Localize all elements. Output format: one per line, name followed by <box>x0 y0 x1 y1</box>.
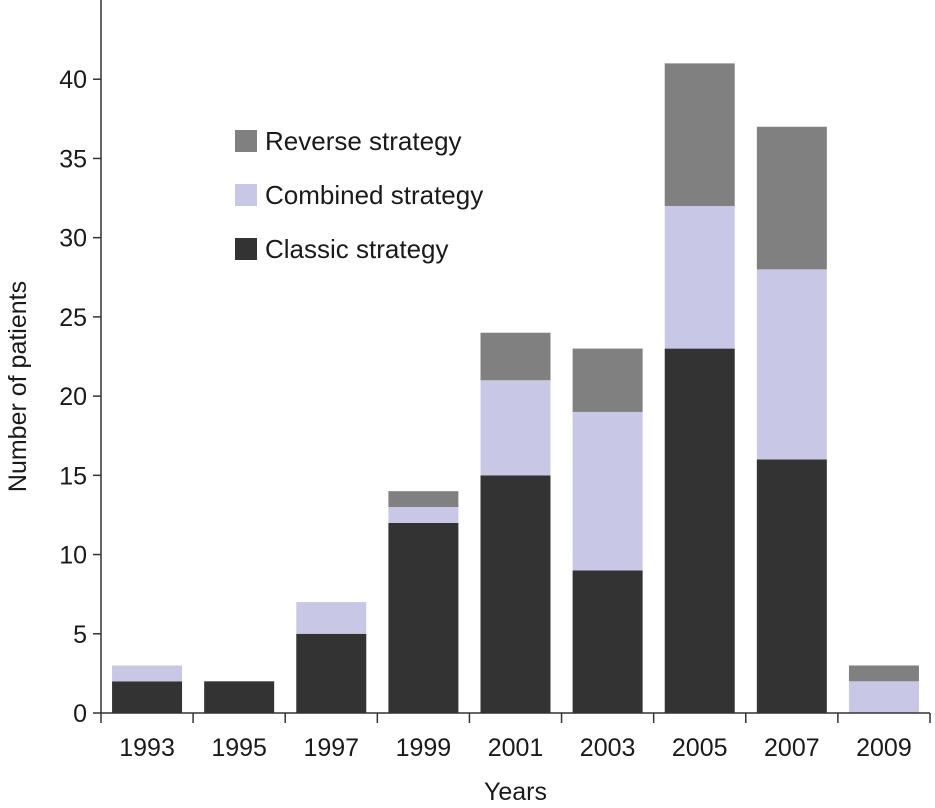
bar-segment <box>572 411 643 571</box>
x-axis-title: Years <box>484 778 547 806</box>
legend-label: Combined strategy <box>265 180 483 210</box>
x-tick-label: 1993 <box>119 734 175 762</box>
axes-layer <box>100 0 930 714</box>
bar-segment <box>572 348 643 412</box>
bar-segment <box>664 205 735 349</box>
bar-segment <box>664 348 735 713</box>
bar-segment <box>112 665 183 682</box>
bar-segment <box>204 681 275 713</box>
y-tick-label: 5 <box>73 621 87 649</box>
bar-segment <box>572 570 643 713</box>
bar-segment <box>480 332 551 381</box>
x-ticks: 1993 1995 1997 1999 2001 2003 2005 2007 2009 <box>100 713 931 762</box>
y-tick-label: 0 <box>73 700 87 728</box>
y-tick-label: 15 <box>59 462 87 490</box>
bars-layer <box>112 63 919 713</box>
y-tick-label: 10 <box>59 542 87 570</box>
y-ticks: 0 5 10 15 20 25 30 35 40 <box>59 66 101 728</box>
x-tick-label: 2005 <box>672 734 728 762</box>
legend-swatch <box>235 238 257 260</box>
y-tick-label: 35 <box>59 145 87 173</box>
legend-swatch <box>235 130 257 152</box>
bar-segment <box>756 459 827 713</box>
y-tick-label: 40 <box>59 66 87 94</box>
legend: Reverse strategy Combined strategy Classic… <box>235 126 483 264</box>
legend-label: Reverse strategy <box>265 126 462 156</box>
x-tick-label: 2007 <box>764 734 820 762</box>
bar-segment <box>388 491 459 508</box>
bar-segment <box>388 522 459 713</box>
y-axis-title: Number of patients <box>4 281 32 492</box>
bar-segment <box>848 681 919 713</box>
x-tick-label: 2001 <box>488 734 544 762</box>
bar-segment <box>756 126 827 270</box>
bar-segment <box>480 380 551 476</box>
y-tick-label: 25 <box>59 304 87 332</box>
bar-segment <box>848 665 919 682</box>
bar-segment <box>756 269 827 460</box>
y-tick-label: 30 <box>59 225 87 253</box>
bar-segment <box>388 507 459 523</box>
bar-segment <box>296 602 367 634</box>
legend-swatch <box>235 184 257 206</box>
bar-segment <box>296 633 367 713</box>
x-tick-label: 2003 <box>580 734 636 762</box>
bar-segment <box>112 681 183 713</box>
x-tick-label: 1995 <box>211 734 267 762</box>
x-tick-label: 1997 <box>303 734 359 762</box>
y-tick-label: 20 <box>59 383 87 411</box>
bar-segment <box>480 475 551 713</box>
x-tick-label: 2009 <box>856 734 912 762</box>
x-tick-label: 1999 <box>396 734 452 762</box>
legend-label: Classic strategy <box>265 234 449 264</box>
bar-segment <box>664 63 735 206</box>
